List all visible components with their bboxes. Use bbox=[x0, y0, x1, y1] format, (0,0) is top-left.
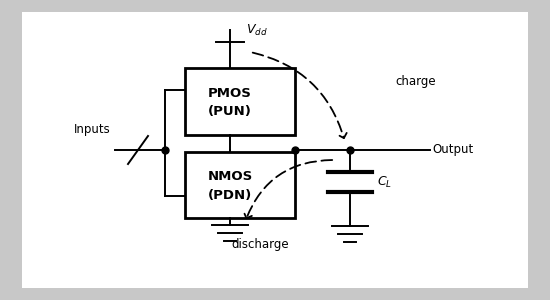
Text: NMOS: NMOS bbox=[207, 170, 252, 184]
Bar bbox=[185, 68, 295, 135]
Text: discharge: discharge bbox=[231, 238, 289, 251]
Text: PMOS: PMOS bbox=[208, 87, 252, 100]
FancyArrowPatch shape bbox=[244, 160, 332, 218]
FancyArrowPatch shape bbox=[252, 52, 346, 138]
Text: charge: charge bbox=[395, 76, 436, 88]
Bar bbox=[185, 152, 295, 218]
Text: $V_{dd}$: $V_{dd}$ bbox=[246, 23, 268, 38]
Text: Output: Output bbox=[432, 143, 473, 157]
Text: $C_L$: $C_L$ bbox=[377, 174, 392, 190]
Text: (PDN): (PDN) bbox=[208, 188, 252, 202]
Text: (PUN): (PUN) bbox=[208, 105, 252, 118]
Text: Inputs: Inputs bbox=[74, 123, 111, 136]
